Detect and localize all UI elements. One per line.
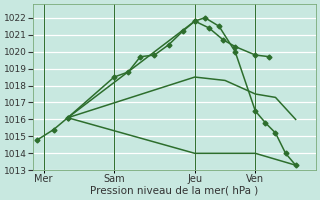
X-axis label: Pression niveau de la mer( hPa ): Pression niveau de la mer( hPa ): [91, 186, 259, 196]
